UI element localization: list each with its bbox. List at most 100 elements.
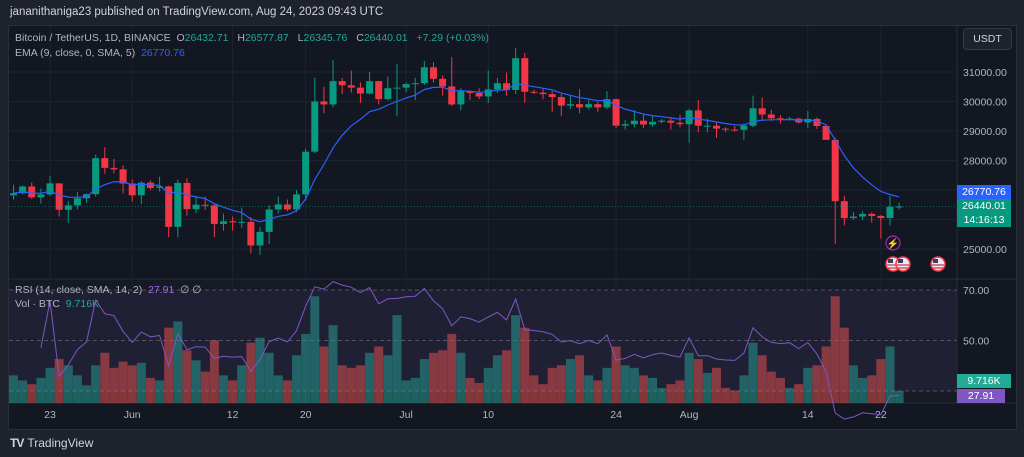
volume-bar	[191, 360, 201, 403]
volume-bar	[520, 327, 530, 403]
candle-body	[201, 204, 209, 206]
volume-bar	[565, 359, 575, 403]
volume-bar	[155, 380, 165, 403]
volume-bar	[529, 375, 539, 403]
high-value: 26577.87	[244, 32, 289, 44]
volume-bar	[45, 367, 55, 403]
published-caption: jananithaniga23 published on TradingView…	[10, 6, 384, 18]
time-tick-label: 24	[610, 409, 622, 421]
volume-bar	[675, 380, 685, 403]
candle-body	[274, 204, 282, 210]
candle-body	[55, 183, 63, 210]
candle-body	[667, 120, 675, 123]
candle-body	[758, 108, 766, 115]
volume-bar	[830, 296, 840, 403]
rsi-tag: 27.91	[957, 389, 1005, 403]
candle-body	[484, 89, 492, 97]
volume-bar	[693, 359, 703, 403]
volume-bar	[721, 387, 731, 403]
candle-body	[703, 125, 711, 127]
candle-body	[895, 206, 903, 208]
volume-bar	[757, 355, 767, 403]
volume-bar	[200, 371, 210, 403]
time-tick-label: 20	[300, 409, 312, 421]
volume-bar	[785, 387, 795, 403]
volume-bar	[483, 367, 493, 403]
symbol-legend[interactable]: Bitcoin / TetherUS, 1D, BINANCE O26432.7…	[15, 32, 495, 44]
rsi-tick-label: 70.00	[963, 285, 989, 297]
tradingview-logo[interactable]: TV TradingView	[10, 436, 93, 450]
ema-legend[interactable]: EMA (9, close, 0, SMA, 5) 26770.76	[15, 47, 185, 59]
close-label: C	[356, 32, 364, 44]
candle-body	[749, 108, 757, 126]
candle-body	[347, 85, 355, 88]
volume-bar	[301, 333, 311, 403]
volume-bar	[812, 365, 822, 403]
candle-body	[73, 198, 81, 206]
volume-bar	[228, 380, 238, 403]
volume-bar	[876, 359, 886, 403]
candle-body	[183, 182, 191, 210]
candle-body	[466, 91, 474, 93]
candle-body	[256, 231, 264, 246]
volume-bar	[292, 355, 302, 403]
ema-line	[13, 82, 900, 223]
volume-bar	[629, 367, 639, 403]
volume-bar	[775, 377, 785, 403]
symbol-name[interactable]: Bitcoin / TetherUS, 1D, BINANCE	[15, 32, 171, 44]
candle-body	[302, 151, 310, 195]
candle-body	[10, 193, 17, 196]
candle-body	[594, 104, 602, 108]
candle-body	[503, 83, 511, 90]
volume-bar	[593, 380, 603, 403]
rsi-legend[interactable]: RSI (14, close, SMA, 14, 2) 27.91 ∅ ∅	[15, 284, 201, 296]
candle-body	[877, 215, 885, 219]
rsi-value: 27.91	[148, 284, 175, 296]
candle-body	[649, 121, 657, 125]
volume-bar	[474, 382, 484, 403]
volume-bar	[273, 375, 283, 403]
volume-bar	[456, 352, 466, 403]
candle-body	[64, 205, 72, 210]
candle-body	[548, 94, 556, 98]
volume-bar	[867, 375, 877, 403]
volume-bar	[821, 346, 831, 403]
volume-bar	[255, 337, 265, 403]
open-label: O	[176, 32, 185, 44]
candle-body	[174, 182, 182, 227]
candle-body	[311, 101, 319, 152]
candle-body	[110, 167, 118, 170]
candle-body	[92, 158, 100, 195]
candle-body	[731, 129, 739, 131]
candle-body	[411, 83, 419, 85]
candle-body	[767, 114, 775, 119]
volume-bar	[730, 390, 740, 403]
volume-bar	[638, 375, 648, 403]
volume-bar	[447, 333, 457, 403]
candle-body	[229, 221, 237, 223]
candle-body	[585, 104, 593, 108]
price-tick-label: 28000.00	[963, 156, 1007, 168]
time-tick-label: 23	[44, 409, 56, 421]
volume-bar	[246, 342, 256, 403]
time-tick-label: 10	[482, 409, 494, 421]
candle-body	[868, 213, 876, 216]
candle-body	[530, 91, 538, 93]
candle-body	[329, 81, 337, 105]
candle-body	[101, 158, 109, 168]
price-tick-label: 30000.00	[963, 97, 1007, 109]
volume-bar	[547, 367, 557, 403]
volume-bar	[27, 384, 37, 403]
candle-body	[128, 183, 136, 196]
volume-bar	[620, 365, 630, 403]
volume-tag: 9.716K	[957, 374, 1011, 388]
candle-body	[46, 183, 54, 195]
volume-bar	[839, 327, 849, 403]
candle-body	[621, 124, 629, 126]
currency-button[interactable]: USDT	[963, 28, 1012, 50]
volume-bar	[72, 375, 82, 403]
volume-bar	[82, 385, 92, 403]
volume-legend[interactable]: Vol · BTC 9.716K	[15, 298, 99, 310]
candle-body	[539, 92, 547, 95]
